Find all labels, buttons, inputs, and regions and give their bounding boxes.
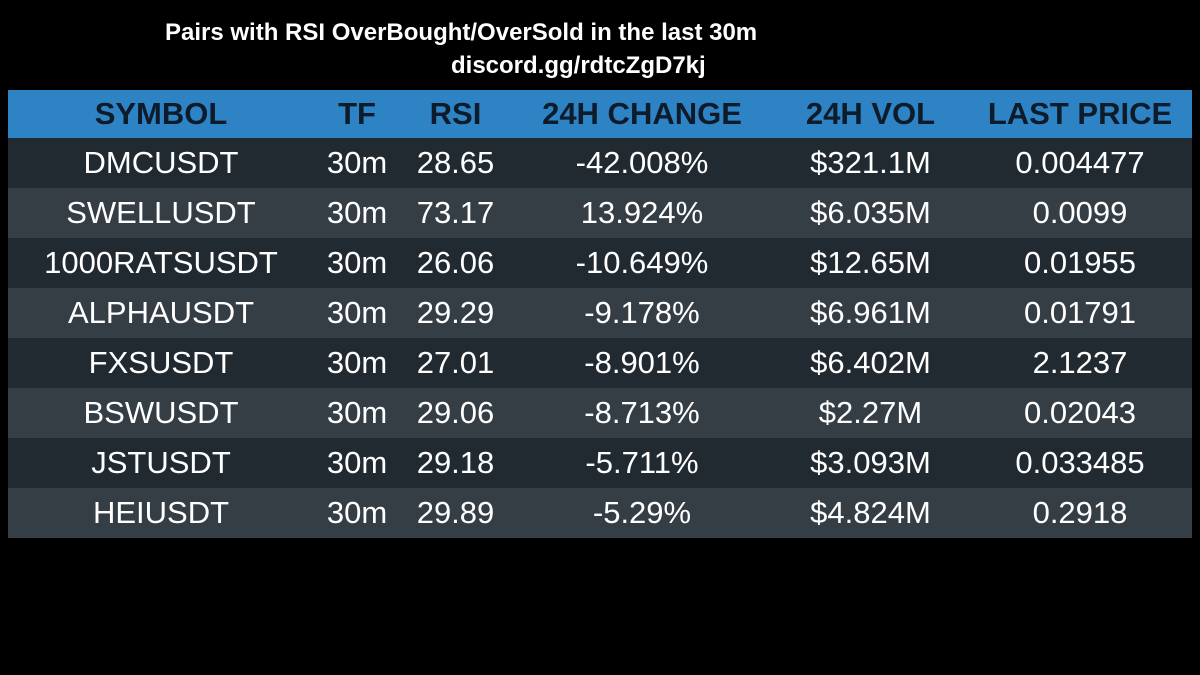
cell-24h-change: -9.178% xyxy=(584,295,700,330)
cell-last-price: 0.004477 xyxy=(1015,145,1145,180)
cell-symbol: ALPHAUSDT xyxy=(67,295,255,330)
column-header-24h-vol: 24H VOL xyxy=(805,96,936,131)
table-row: 1000RATSUSDT 30m 26.06 -10.649% $12.65M … xyxy=(8,238,1192,288)
cell-symbol: FXSUSDT xyxy=(88,345,234,380)
cell-last-price: 0.033485 xyxy=(1015,445,1145,480)
cell-24h-vol: $12.65M xyxy=(810,245,931,280)
cell-rsi: 27.01 xyxy=(416,345,495,380)
discord-invite-link: discord.gg/rdtcZgD7kj xyxy=(451,52,706,79)
column-header-tf: TF xyxy=(338,96,376,131)
cell-rsi: 29.29 xyxy=(416,295,495,330)
cell-24h-vol: $2.27M xyxy=(818,395,923,430)
cell-24h-change: -8.713% xyxy=(584,395,700,430)
cell-24h-vol: $321.1M xyxy=(810,145,931,180)
cell-symbol: SWELLUSDT xyxy=(66,195,256,230)
cell-rsi: 28.65 xyxy=(416,145,495,180)
cell-symbol: HEIUSDT xyxy=(92,495,230,530)
cell-last-price: 0.2918 xyxy=(1032,495,1128,530)
table-row: HEIUSDT 30m 29.89 -5.29% $4.824M 0.2918 xyxy=(8,488,1192,538)
cell-symbol: DMCUSDT xyxy=(83,145,239,180)
cell-24h-change: 13.924% xyxy=(580,195,704,230)
cell-symbol: JSTUSDT xyxy=(91,445,231,480)
cell-24h-vol: $6.402M xyxy=(810,345,931,380)
cell-24h-vol: $6.035M xyxy=(810,195,931,230)
page-title: Pairs with RSI OverBought/OverSold in th… xyxy=(165,19,758,46)
cell-tf: 30m xyxy=(326,195,388,230)
cell-24h-vol: $6.961M xyxy=(810,295,931,330)
cell-rsi: 29.18 xyxy=(416,445,495,480)
column-header-24h-change: 24H CHANGE xyxy=(542,96,742,131)
cell-rsi: 29.06 xyxy=(416,395,495,430)
cell-symbol: BSWUSDT xyxy=(83,395,239,430)
cell-last-price: 2.1237 xyxy=(1032,345,1128,380)
cell-tf: 30m xyxy=(326,145,388,180)
cell-24h-change: -10.649% xyxy=(575,245,709,280)
cell-tf: 30m xyxy=(326,445,388,480)
cell-symbol: 1000RATSUSDT xyxy=(44,245,278,280)
table-body: DMCUSDT 30m 28.65 -42.008% $321.1M 0.004… xyxy=(8,138,1192,538)
cell-tf: 30m xyxy=(326,395,388,430)
cell-rsi: 29.89 xyxy=(416,495,495,530)
table-row: DMCUSDT 30m 28.65 -42.008% $321.1M 0.004… xyxy=(8,138,1192,188)
cell-24h-change: -42.008% xyxy=(575,145,709,180)
cell-tf: 30m xyxy=(326,495,388,530)
cell-tf: 30m xyxy=(326,345,388,380)
cell-last-price: 0.01791 xyxy=(1023,295,1137,330)
cell-tf: 30m xyxy=(326,295,388,330)
column-header-symbol: SYMBOL xyxy=(94,96,228,131)
cell-last-price: 0.02043 xyxy=(1023,395,1137,430)
cell-24h-vol: $3.093M xyxy=(810,445,931,480)
cell-rsi: 73.17 xyxy=(416,195,495,230)
cell-last-price: 0.0099 xyxy=(1032,195,1128,230)
column-header-rsi: RSI xyxy=(429,96,482,131)
cell-rsi: 26.06 xyxy=(416,245,495,280)
rsi-table: SYMBOL TF RSI 24H CHANGE 24H VOL LAST PR… xyxy=(8,90,1192,538)
table-row: SWELLUSDT 30m 73.17 13.924% $6.035M 0.00… xyxy=(8,188,1192,238)
table-header: SYMBOL TF RSI 24H CHANGE 24H VOL LAST PR… xyxy=(8,90,1192,138)
table-row: FXSUSDT 30m 27.01 -8.901% $6.402M 2.1237 xyxy=(8,338,1192,388)
header-row: SYMBOL TF RSI 24H CHANGE 24H VOL LAST PR… xyxy=(8,90,1192,138)
table-row: JSTUSDT 30m 29.18 -5.711% $3.093M 0.0334… xyxy=(8,438,1192,488)
cell-24h-change: -5.711% xyxy=(585,445,699,480)
table-row: ALPHAUSDT 30m 29.29 -9.178% $6.961M 0.01… xyxy=(8,288,1192,338)
cell-tf: 30m xyxy=(326,245,388,280)
cell-24h-change: -8.901% xyxy=(584,345,700,380)
column-header-last-price: LAST PRICE xyxy=(987,96,1173,131)
cell-24h-change: -5.29% xyxy=(592,495,692,530)
cell-24h-vol: $4.824M xyxy=(810,495,931,530)
cell-last-price: 0.01955 xyxy=(1023,245,1137,280)
table-row: BSWUSDT 30m 29.06 -8.713% $2.27M 0.02043 xyxy=(8,388,1192,438)
